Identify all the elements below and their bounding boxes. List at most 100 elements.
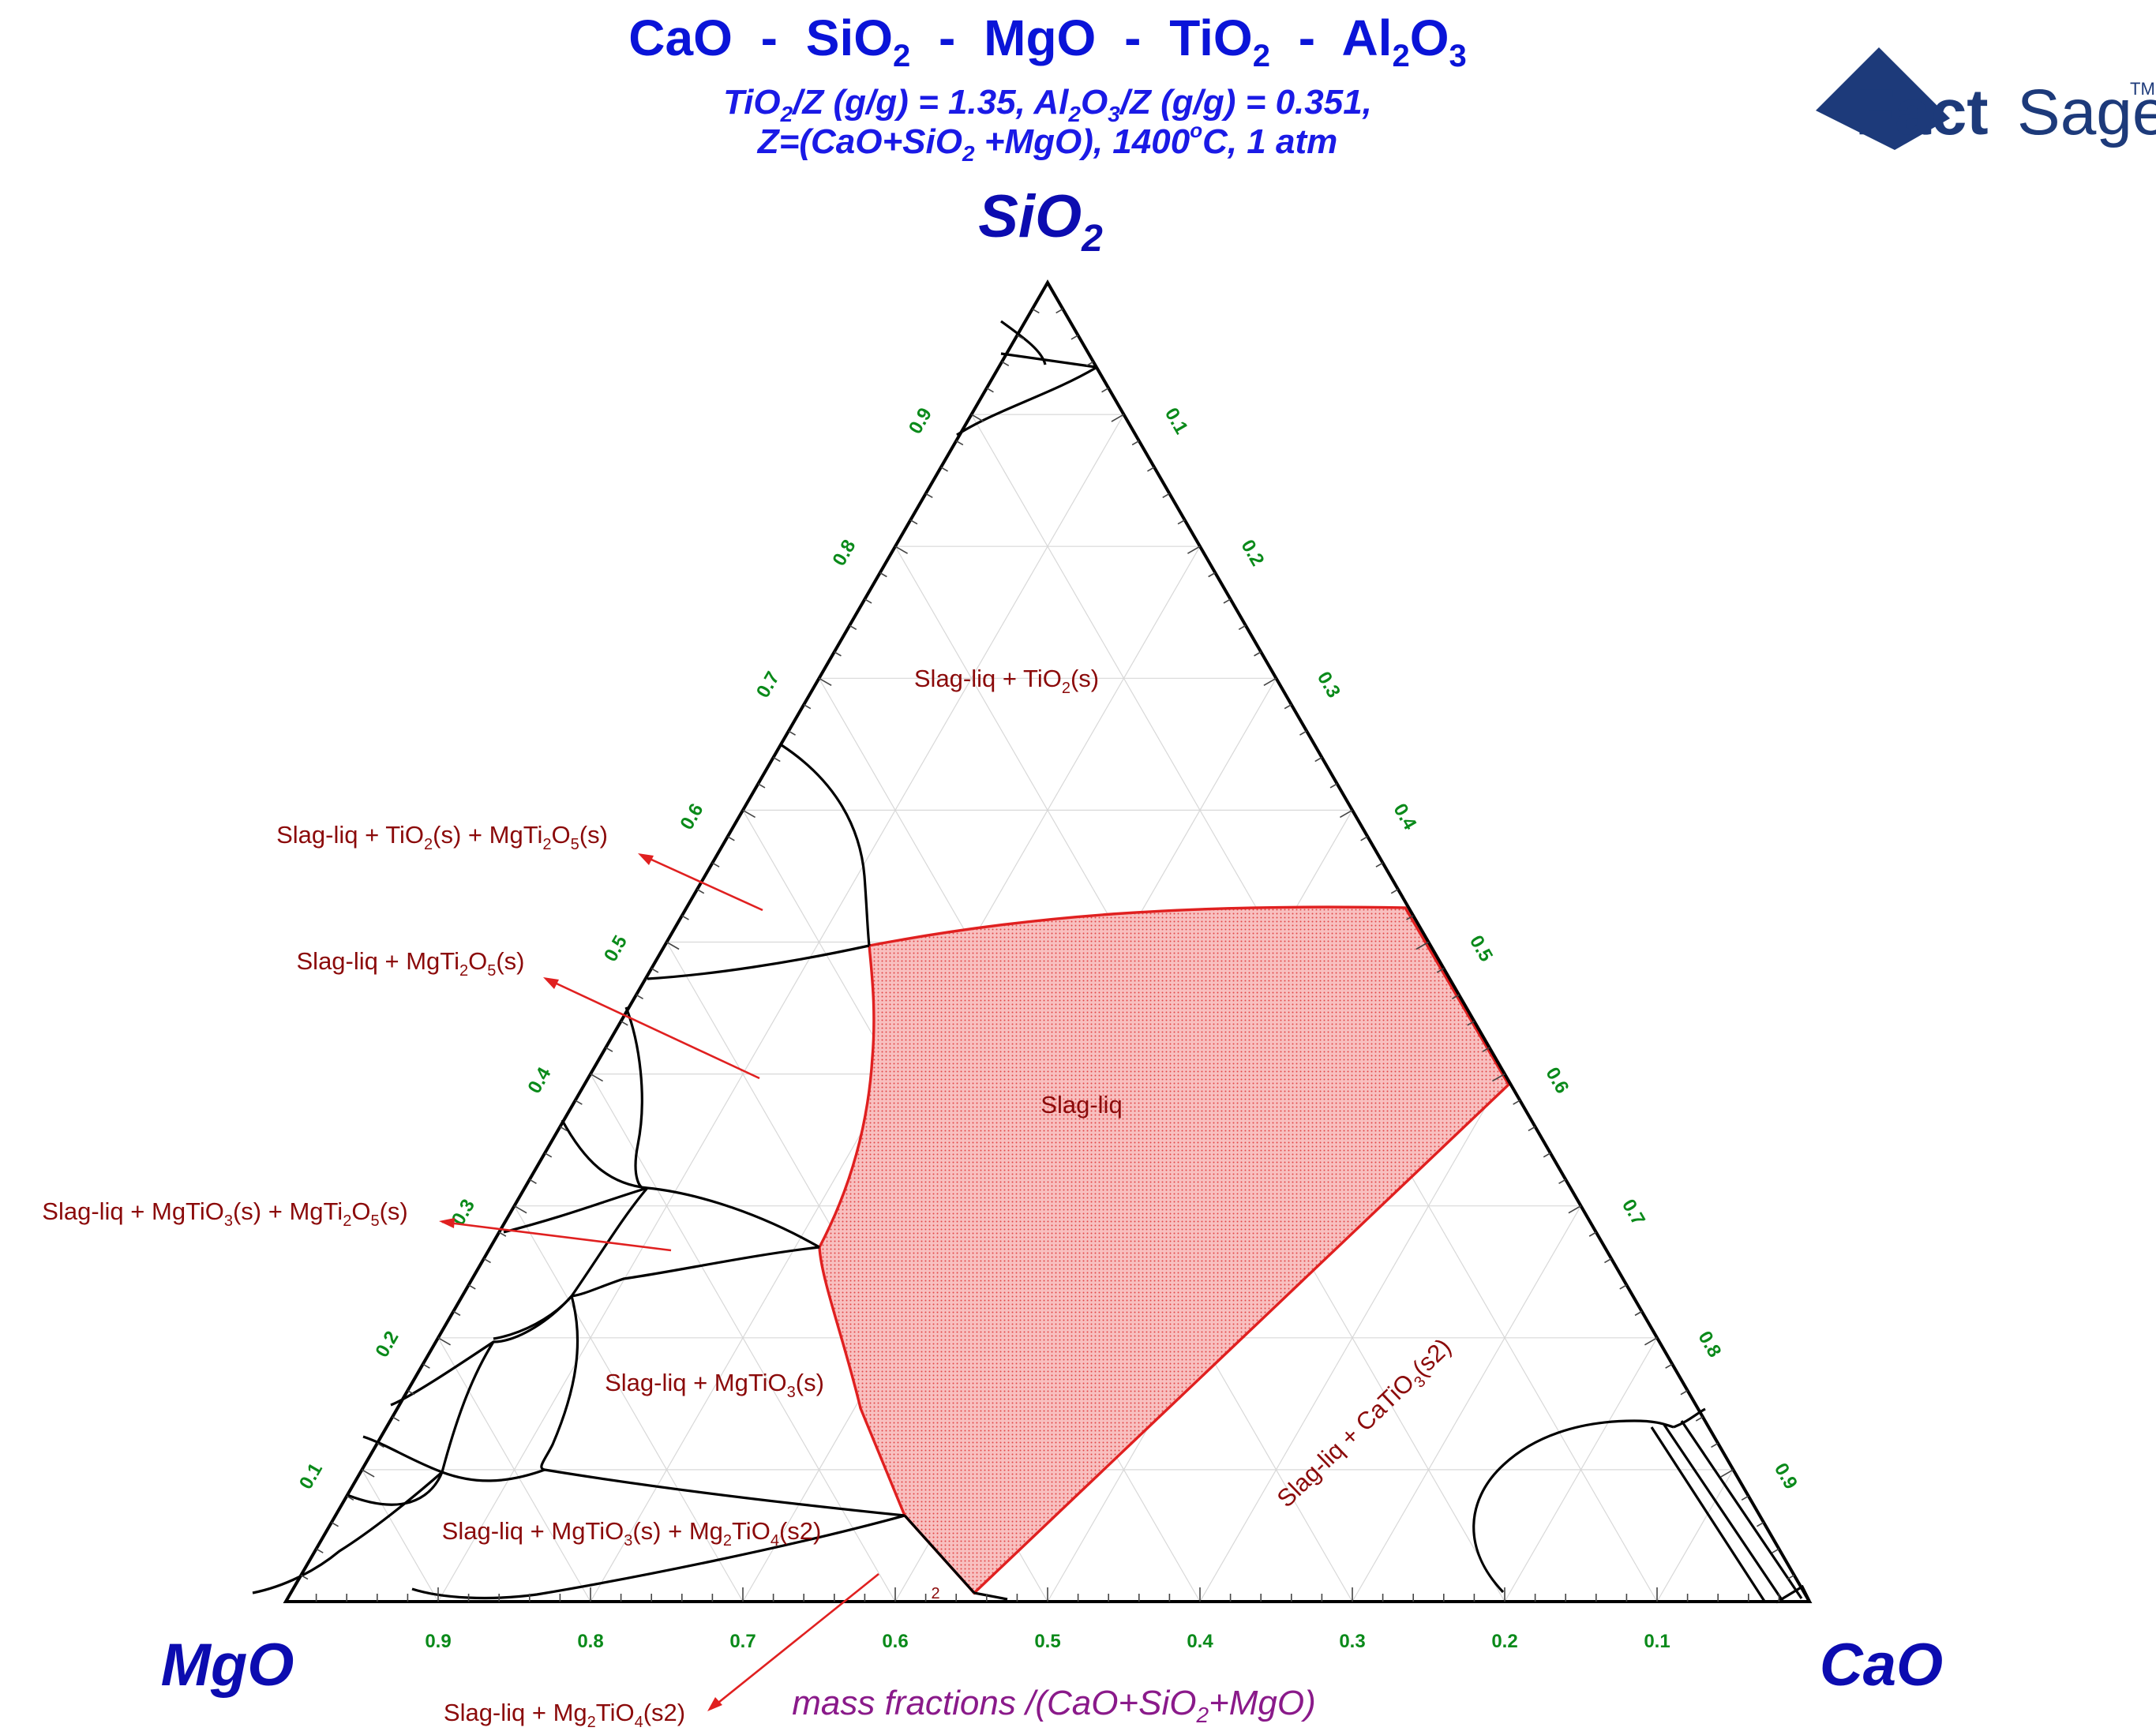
tick-mark xyxy=(1741,1495,1749,1501)
tick-mark xyxy=(1482,1047,1490,1052)
tick-mark xyxy=(1001,361,1010,366)
tick-mark xyxy=(1071,335,1078,340)
tick-mark xyxy=(362,1469,375,1478)
tick-label-right: 0.9 xyxy=(1770,1460,1802,1493)
tick-mark xyxy=(742,809,756,819)
tick-mark xyxy=(300,1574,309,1580)
title-tio2-sub: 2 xyxy=(1253,39,1270,73)
tick-mark xyxy=(1452,994,1460,1000)
tick-mark xyxy=(819,677,832,686)
tick-mark xyxy=(1017,335,1025,340)
apex-label-mgo: MgO xyxy=(161,1632,294,1699)
apex-label-sio2: SiO2 xyxy=(978,183,1103,260)
tick-mark xyxy=(1223,598,1231,604)
tick-mark xyxy=(498,1231,507,1237)
tick-mark xyxy=(788,730,796,736)
tick-mark xyxy=(544,1152,553,1158)
tick-label-right: 0.3 xyxy=(1313,668,1344,701)
tick-mark xyxy=(681,915,689,920)
tick-label-bottom: 0.2 xyxy=(1491,1631,1517,1652)
grid-line xyxy=(1199,1074,1505,1602)
tick-mark xyxy=(1665,1363,1673,1369)
tick-mark xyxy=(1147,467,1155,472)
mass-fraction-footer: mass fractions /(CaO+SiO2+MgO) xyxy=(792,1684,1316,1727)
tick-mark xyxy=(879,571,887,578)
region-label-slag-tio2-mgti2o5: Slag-liq + TiO2(s) + MgTi2O5(s) xyxy=(276,821,608,853)
subtitle-line-2: Z=(CaO+SiO2 +MgO), 1400oC, 1 atm xyxy=(756,118,1338,166)
tick-label-left: 0.2 xyxy=(371,1328,403,1361)
tick-mark xyxy=(1406,915,1414,920)
tick-mark xyxy=(1644,1337,1658,1346)
tick-mark xyxy=(1711,1442,1719,1448)
tick-label-bottom: 0.7 xyxy=(729,1631,756,1652)
tick-mark xyxy=(1254,651,1262,657)
grid-line xyxy=(590,1074,896,1602)
tick-mark xyxy=(1314,756,1322,763)
tick-label-bottom: 0.3 xyxy=(1339,1631,1365,1652)
apex-label-cao: CaO xyxy=(1820,1632,1943,1699)
region-label-slag-mgtio3: Slag-liq + MgTiO3(s) xyxy=(605,1369,824,1401)
tick-mark xyxy=(955,440,964,446)
tick-label-left: 0.6 xyxy=(676,800,707,833)
tick-mark xyxy=(1056,308,1063,314)
tick-mark xyxy=(468,1284,476,1290)
tick-mark xyxy=(1162,493,1170,499)
tick-label-right: 0.4 xyxy=(1389,800,1420,834)
arrow-slag-mgti2o5 xyxy=(546,977,760,1080)
logo-fact: Fact xyxy=(1855,77,1989,148)
grid-line xyxy=(1656,1469,1734,1602)
tick-mark xyxy=(1390,888,1399,894)
tick-mark xyxy=(636,994,643,1000)
title-cao: CaO xyxy=(628,9,733,66)
tick-mark xyxy=(1340,809,1353,819)
grid-line xyxy=(437,1337,591,1602)
region-label-slag-mgtio3-mgti2o5: Slag-liq + MgTiO3(s) + MgTi2O5(s) xyxy=(42,1197,407,1230)
region-label-slag-mgtio3-mg2tio4: Slag-liq + MgTiO3(s) + Mg2TiO4(s2) xyxy=(442,1517,822,1550)
arrow-head-icon xyxy=(543,977,559,989)
arrow-head-icon xyxy=(707,1697,722,1711)
tick-mark xyxy=(909,519,918,525)
tick-mark xyxy=(377,1442,384,1448)
title-sep-2: - xyxy=(939,9,955,66)
chart-title: CaO - SiO2 - MgO - TiO2 - Al2O3 xyxy=(628,9,1466,77)
tick-label-left: 0.1 xyxy=(295,1460,327,1493)
grid-line xyxy=(513,1205,744,1602)
tick-mark xyxy=(316,1548,324,1553)
tick-mark xyxy=(452,1310,461,1317)
title-mgo: MgO xyxy=(984,9,1096,66)
tick-mark xyxy=(1085,361,1094,366)
tick-label-left: 0.5 xyxy=(600,932,632,965)
grid-line xyxy=(1352,1205,1582,1602)
tick-mark xyxy=(1720,1469,1734,1478)
title-tio2: TiO xyxy=(1169,9,1253,66)
tick-label-left: 0.9 xyxy=(905,404,936,437)
tick-mark xyxy=(529,1179,537,1184)
tick-mark xyxy=(1375,862,1383,868)
tick-mark xyxy=(1588,1231,1597,1237)
tick-mark xyxy=(1695,1416,1704,1422)
tick-mark xyxy=(727,836,735,841)
tick-label-left: 0.4 xyxy=(523,1063,555,1097)
tick-mark xyxy=(1757,1522,1764,1527)
tick-mark xyxy=(1299,730,1307,736)
slag-liq-boundary xyxy=(818,905,1511,1595)
tick-mark xyxy=(666,941,680,950)
tick-label-left: 0.7 xyxy=(752,668,784,701)
tick-label-right: 0.1 xyxy=(1160,404,1192,437)
tick-label-bottom: 0.4 xyxy=(1187,1631,1213,1652)
tick-mark xyxy=(696,888,705,894)
tick-mark xyxy=(346,1495,354,1501)
tick-mark xyxy=(1131,440,1140,446)
grid-line xyxy=(361,1469,439,1602)
region-label-slag-tio2: Slag-liq + TiO2(s) xyxy=(914,665,1099,697)
tick-label-bottom: 0.1 xyxy=(1644,1631,1670,1652)
tick-mark xyxy=(1177,519,1186,525)
title-sio2-sub: 2 xyxy=(893,39,910,73)
tick-mark xyxy=(1492,1073,1505,1082)
tick-mark xyxy=(757,783,766,789)
tick-label-right: 0.5 xyxy=(1465,932,1497,965)
tick-mark xyxy=(773,756,781,763)
tick-label-bottom: 0.6 xyxy=(882,1631,908,1652)
tick-mark xyxy=(1415,941,1429,950)
